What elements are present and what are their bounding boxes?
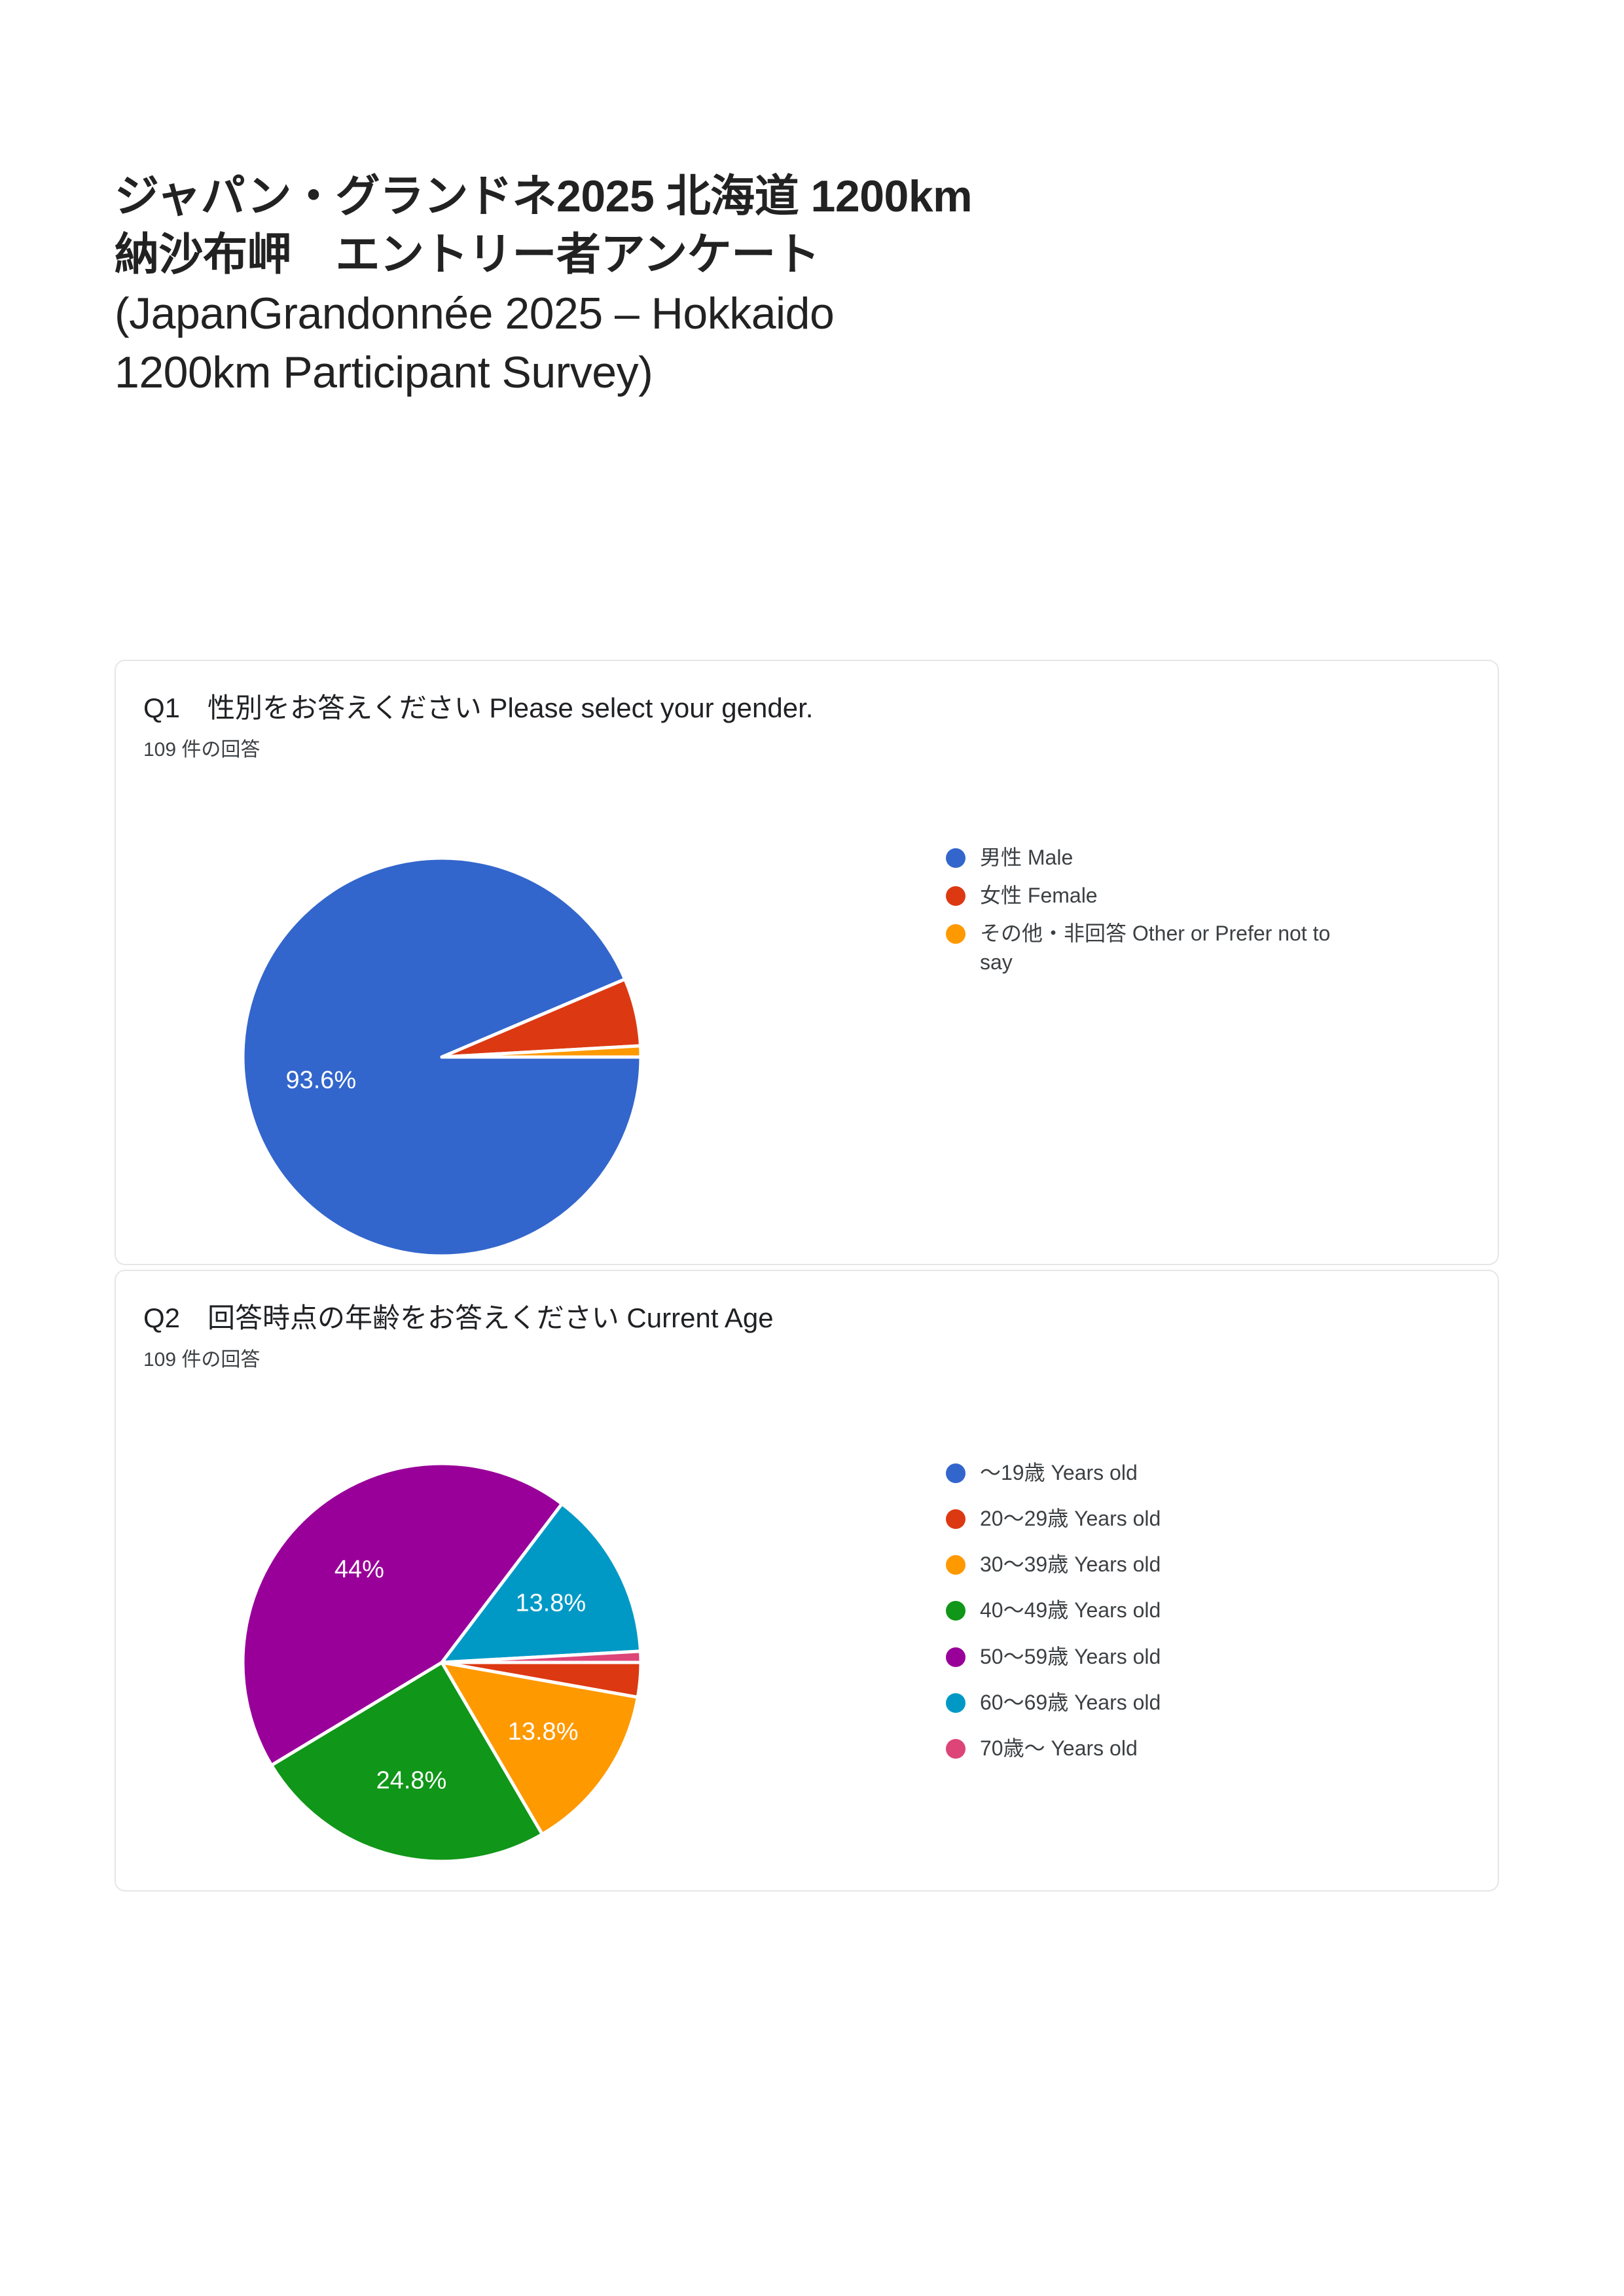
- legend-item: 60〜69歳 Years old: [946, 1688, 1365, 1717]
- legend-item: 20〜29歳 Years old: [946, 1504, 1365, 1533]
- pie-slice-label: 44%: [334, 1556, 384, 1583]
- legend-item: 70歳〜 Years old: [946, 1734, 1365, 1763]
- legend-color-swatch-icon: [946, 1509, 965, 1530]
- response-count-q2: 109 件の回答: [143, 1349, 261, 1371]
- question-title-q2: Q2 回答時点の年齢をお答えください Current Age: [143, 1302, 774, 1333]
- legend-item: その他・非回答 Other or Prefer not to say: [946, 919, 1365, 977]
- legend-q2: 〜19歳 Years old 20〜29歳 Years old 30〜39歳 Yea…: [946, 1458, 1365, 1780]
- legend-item-label: 〜19歳 Years old: [980, 1461, 1138, 1484]
- legend-color-swatch-icon: [946, 1738, 965, 1759]
- legend-item: 30〜39歳 Years old: [946, 1550, 1365, 1579]
- legend-item-label: 40〜49歳 Years old: [980, 1598, 1161, 1623]
- page-title-line-1: ジャパン・グランドネ2025 北海道 1200km: [115, 171, 973, 221]
- pie-slice: [270, 1660, 544, 1863]
- page-title: ジャパン・グランドネ2025 北海道 1200km 納沙布岬 エントリー者アンケ…: [115, 168, 1502, 403]
- legend-item-label: 男性 Male: [980, 846, 1074, 869]
- pie-slice: [440, 1044, 643, 1059]
- legend-color-swatch-icon: [946, 848, 965, 868]
- legend-item-label: 50〜59歳 Years old: [980, 1644, 1161, 1668]
- page-title-line-3: (JapanGrandonnée 2025 – Hokkaido: [115, 289, 835, 339]
- pie-slice-label: 93.6%: [285, 1067, 356, 1094]
- legend-item-label: 70歳〜 Years old: [980, 1736, 1138, 1760]
- legend-item-label: その他・非回答 Other or Prefer not to say: [980, 922, 1331, 975]
- legend-item-label: 30〜39歳 Years old: [980, 1552, 1161, 1577]
- legend-item: 男性 Male: [946, 843, 1365, 872]
- legend-color-swatch-icon: [946, 1693, 965, 1713]
- pie-chart-q2: 13.8% 24.8% 44% 13.8%: [241, 1462, 643, 1863]
- legend-color-swatch-icon: [946, 1555, 965, 1575]
- legend-color-swatch-icon: [946, 924, 965, 944]
- legend-item: 40〜49歳 Years old: [946, 1596, 1365, 1624]
- legend-item: 〜19歳 Years old: [946, 1458, 1365, 1487]
- legend-color-swatch-icon: [946, 1647, 965, 1667]
- pie-slice-label: 13.8%: [508, 1718, 579, 1746]
- legend-item-label: 60〜69歳 Years old: [980, 1690, 1161, 1714]
- pie-slice: [241, 1462, 564, 1767]
- legend-color-swatch-icon: [946, 886, 965, 906]
- question-title-q1: Q1 性別をお答えください Please select your gender.: [143, 692, 814, 723]
- pie-slice-label: 13.8%: [515, 1589, 586, 1617]
- response-count-q1: 109 件の回答: [143, 739, 261, 761]
- page-title-line-4: 1200km Participant Survey): [115, 347, 653, 397]
- legend-color-swatch-icon: [946, 1463, 965, 1483]
- legend-item-label: 20〜29歳 Years old: [980, 1507, 1161, 1531]
- pie-slice-label: 24.8%: [376, 1767, 447, 1795]
- legend-color-swatch-icon: [946, 1601, 965, 1621]
- pie-slice: [440, 1660, 640, 1836]
- legend-item: 50〜59歳 Years old: [946, 1642, 1365, 1671]
- legend-item: 女性 Female: [946, 881, 1365, 910]
- page-title-line-2: 納沙布岬 エントリー者アンケート: [115, 230, 820, 280]
- pie-slice: [440, 1502, 643, 1664]
- pie-slice: [440, 1649, 643, 1664]
- legend-q1: 男性 Male 女性 Female その他・非回答 Other or Prefer …: [946, 843, 1365, 986]
- legend-item-label: 女性 Female: [980, 884, 1098, 908]
- pie-chart-q1: 93.6%: [241, 856, 643, 1258]
